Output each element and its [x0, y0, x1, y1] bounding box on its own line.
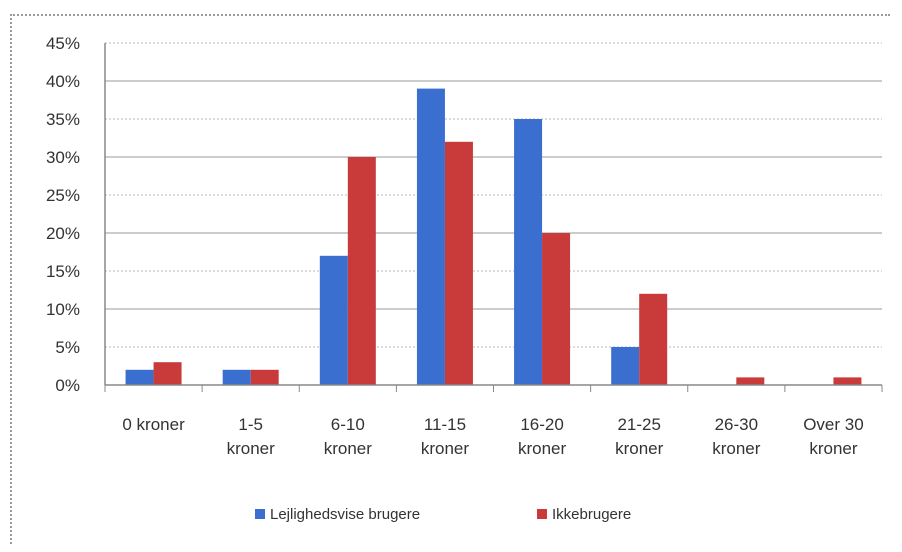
y-tick-label: 0%: [55, 376, 80, 395]
bar-series-2: [250, 369, 279, 385]
y-tick-label: 10%: [46, 300, 80, 319]
y-tick-label: 40%: [46, 72, 80, 91]
bar-series-2: [833, 377, 862, 385]
bar-series-1: [611, 347, 640, 385]
chart-frame: [10, 14, 890, 544]
bar-series-1: [416, 88, 445, 385]
gridlines: [105, 42, 882, 348]
bar-series-2: [444, 141, 473, 385]
legend-label: Lejlighedsvise brugere: [270, 506, 420, 523]
bars: [125, 88, 862, 385]
bar-series-2: [153, 362, 182, 385]
bar-series-2: [542, 233, 571, 385]
y-tick-label: 20%: [46, 224, 80, 243]
bar-series-1: [222, 369, 251, 385]
x-tick-label: 16-20 kroner: [518, 415, 567, 458]
bar-series-1: [319, 255, 348, 385]
y-tick-label: 45%: [46, 34, 80, 53]
x-tick-label: 1-5 kroner: [227, 415, 276, 458]
bar-series-1: [125, 369, 154, 385]
legend-swatch: [537, 509, 547, 519]
y-tick-label: 15%: [46, 262, 80, 281]
bar-series-2: [736, 377, 765, 385]
bar-series-2: [639, 293, 668, 385]
y-tick-label: 25%: [46, 186, 80, 205]
x-tick-label: 21-25 kroner: [615, 415, 664, 458]
x-tick-label: 11-15 kroner: [421, 415, 470, 458]
x-tick-label: 26-30 kroner: [712, 415, 761, 458]
legend-swatch: [255, 509, 265, 519]
y-tick-label: 5%: [55, 338, 80, 357]
x-tick-label: 6-10 kroner: [324, 415, 373, 458]
x-axis-tick-labels: 0 kroner 1-5 kroner 6-10 kroner 11-15 kroner 16…: [122, 415, 863, 458]
y-tick-label: 35%: [46, 110, 80, 129]
x-tick-label: Over 30 kroner: [803, 415, 863, 458]
y-tick-label: 30%: [46, 148, 80, 167]
y-axis-tick-labels: 0% 5% 10% 15% 20% 25% 30% 35% 40% 45%: [46, 34, 80, 395]
x-tick-label: 0 kroner: [122, 415, 185, 434]
bar-series-2: [347, 157, 376, 385]
legend-label: Ikkebrugere: [552, 506, 631, 523]
x-axis: [104, 43, 883, 392]
legend: Lejlighedsvise brugere Ikkebrugere: [255, 506, 631, 523]
bar-series-1: [514, 119, 543, 385]
